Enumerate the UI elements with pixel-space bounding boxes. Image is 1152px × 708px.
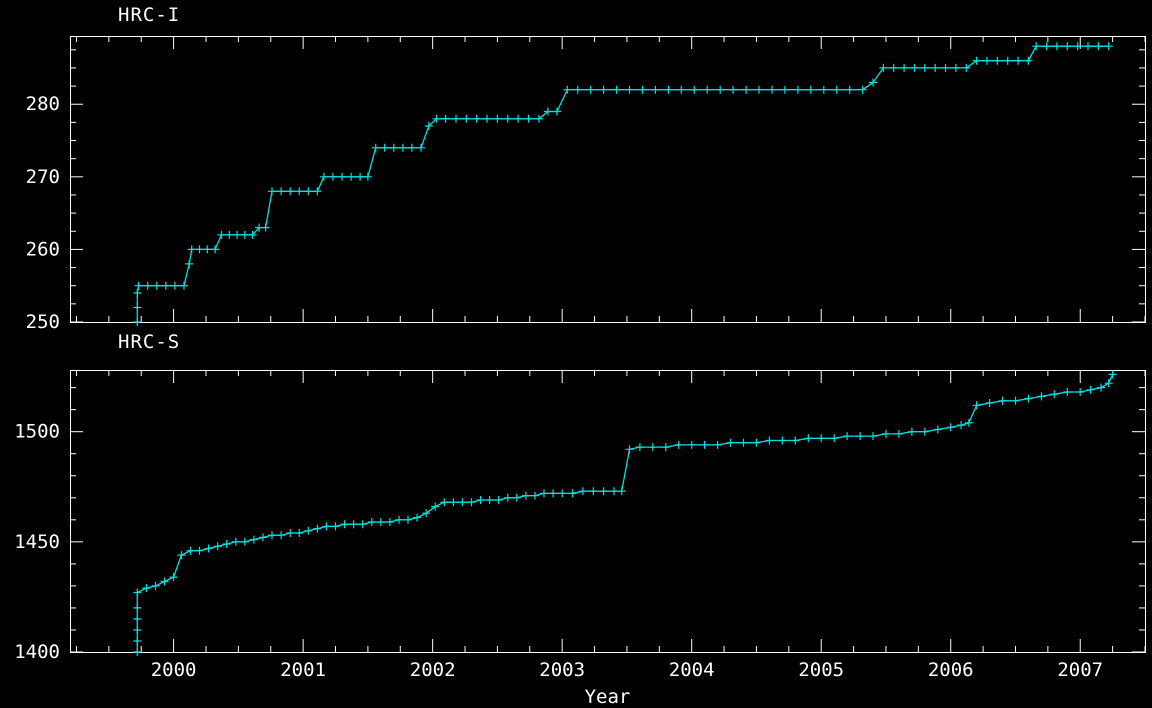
svg-text:2004: 2004 [669, 659, 715, 681]
svg-text:1500: 1500 [14, 421, 60, 443]
hrc-i-series-markers [133, 42, 1113, 326]
svg-text:2001: 2001 [280, 659, 326, 681]
svg-text:260: 260 [26, 238, 60, 260]
svg-text:2006: 2006 [928, 659, 974, 681]
svg-text:2005: 2005 [798, 659, 844, 681]
svg-text:2003: 2003 [539, 659, 585, 681]
svg-text:250: 250 [26, 311, 60, 333]
svg-text:1450: 1450 [14, 531, 60, 553]
hrc-i-panel-title: HRC-I [118, 4, 181, 26]
svg-text:2007: 2007 [1057, 659, 1103, 681]
hrc-s-panel-title: HRC-S [118, 331, 181, 353]
hrc-i-series-line [136, 45, 1109, 322]
x-axis-title: Year [584, 686, 631, 708]
svg-text:2000: 2000 [151, 659, 197, 681]
hrc-s-series-line [136, 374, 1114, 652]
svg-text:270: 270 [26, 166, 60, 188]
svg-text:280: 280 [26, 93, 60, 115]
hrc-s-series-markers [133, 370, 1117, 656]
svg-text:1400: 1400 [14, 641, 60, 663]
svg-text:2002: 2002 [410, 659, 456, 681]
